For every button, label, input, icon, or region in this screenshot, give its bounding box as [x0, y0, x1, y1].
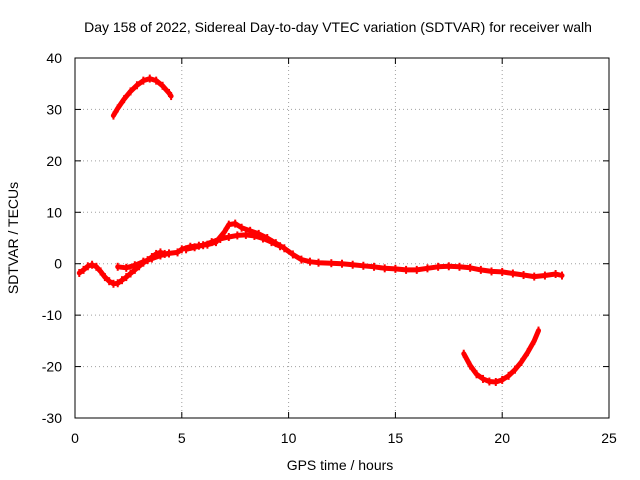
series-line-segment-upper-band — [183, 232, 283, 252]
x-tick-label: 15 — [388, 430, 404, 446]
y-tick-label: 0 — [54, 256, 62, 272]
y-tick-label: -30 — [42, 410, 62, 426]
x-tick-label: 10 — [281, 430, 297, 446]
x-tick-label: 25 — [601, 430, 617, 446]
x-tick-label: 20 — [494, 430, 510, 446]
series-layer — [76, 74, 565, 386]
y-axis-label: SDTVAR / TECUs — [5, 182, 21, 294]
y-tick-label: 40 — [46, 50, 62, 66]
x-axis-label: GPS time / hours — [287, 457, 394, 473]
y-tick-label: -10 — [42, 307, 62, 323]
grid-lines — [75, 58, 609, 418]
x-tick-label: 0 — [71, 430, 79, 446]
series-line-segment-bottom-arc — [461, 328, 541, 385]
plot-frame — [74, 57, 610, 419]
y-tick-label: -20 — [42, 359, 62, 375]
y-tick-label: 20 — [46, 153, 62, 169]
y-tick-label: 10 — [46, 204, 62, 220]
y-tick-label: 30 — [46, 101, 62, 117]
axis-ticks: 0 5 10 15 20 25 -30 -20 -10 0 10 20 30 40 — [42, 50, 617, 446]
x-tick-label: 5 — [178, 430, 186, 446]
chart-title: Day 158 of 2022, Sidereal Day-to-day VTE… — [84, 19, 592, 35]
